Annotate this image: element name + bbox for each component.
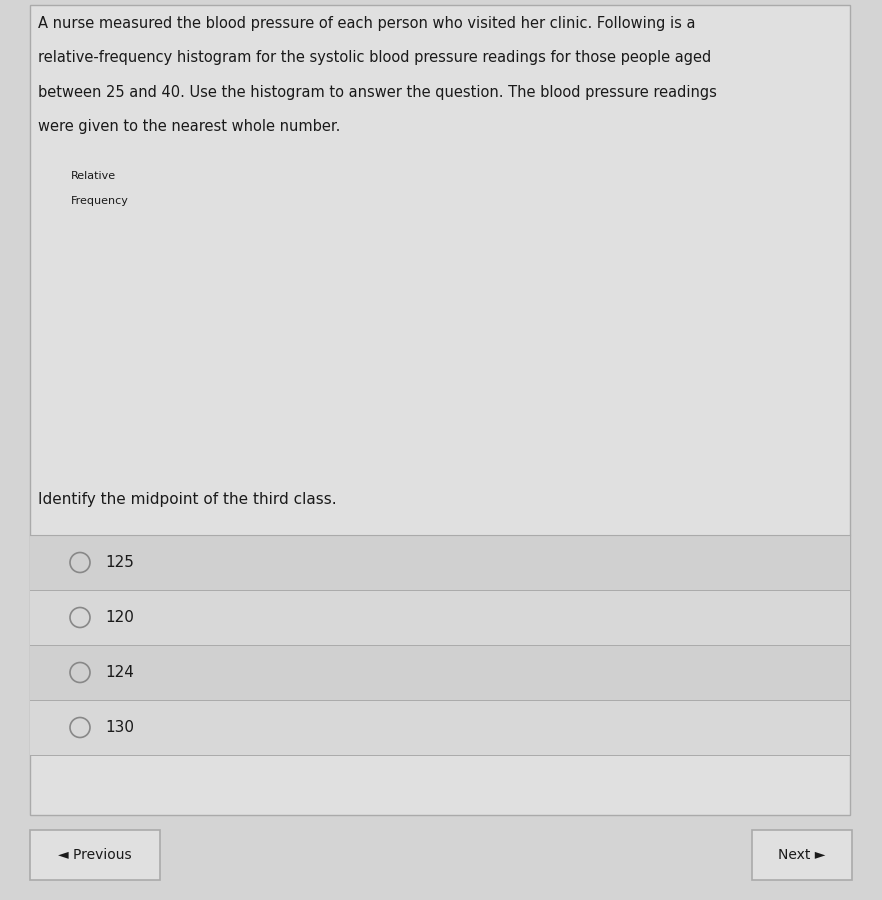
Text: A nurse measured the blood pressure of each person who visited her clinic. Follo: A nurse measured the blood pressure of e… (38, 16, 696, 32)
Text: between 25 and 40. Use the histogram to answer the question. The blood pressure : between 25 and 40. Use the histogram to … (38, 85, 717, 100)
Text: ◄ Previous: ◄ Previous (58, 848, 131, 862)
Text: 125: 125 (105, 555, 134, 570)
Text: were given to the nearest whole number.: were given to the nearest whole number. (38, 119, 340, 134)
Bar (190, 316, 228, 415)
Bar (152, 249, 190, 415)
Text: 130: 130 (105, 720, 134, 735)
Bar (113, 183, 152, 415)
Text: Frequency: Frequency (71, 196, 129, 206)
Text: Next ►: Next ► (778, 848, 826, 862)
Text: relative-frequency histogram for the systolic blood pressure readings for those : relative-frequency histogram for the sys… (38, 50, 711, 66)
Bar (266, 395, 305, 415)
X-axis label: Systolic Blood Pressure (mm Hg): Systolic Blood Pressure (mm Hg) (105, 432, 275, 442)
Text: Relative: Relative (71, 171, 116, 181)
Bar (75, 316, 113, 415)
Text: 120: 120 (105, 610, 134, 625)
Text: 124: 124 (105, 665, 134, 680)
Text: Identify the midpoint of the third class.: Identify the midpoint of the third class… (38, 492, 337, 507)
Bar (228, 369, 266, 415)
